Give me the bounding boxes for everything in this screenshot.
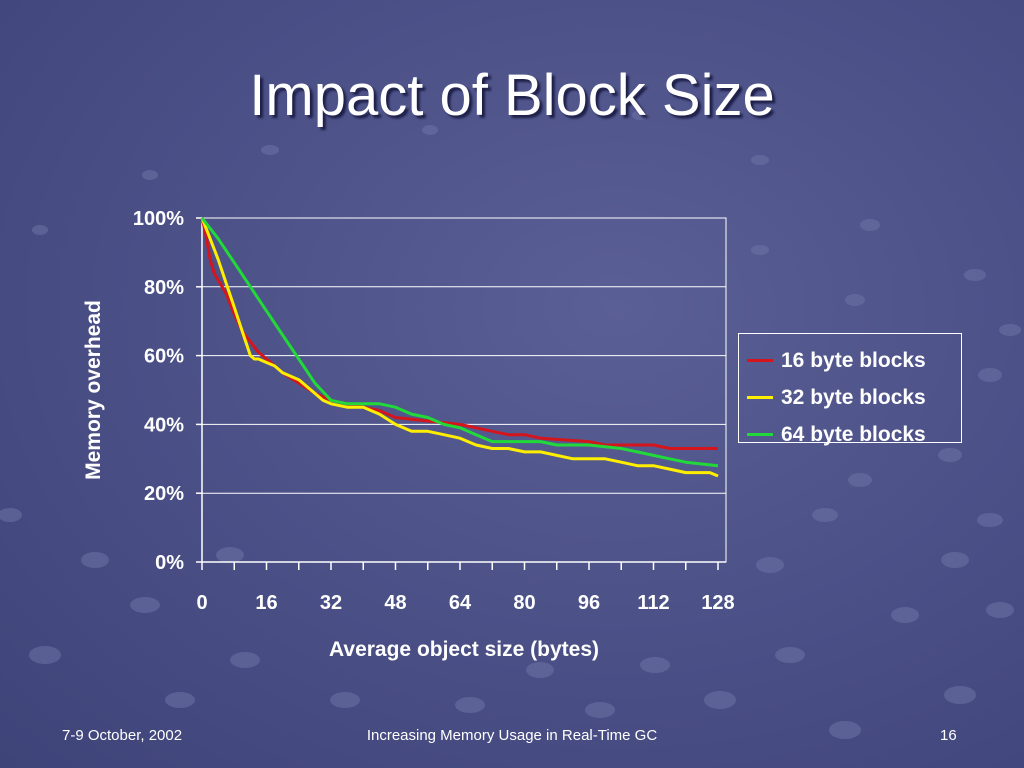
slide-title: Impact of Block Size bbox=[249, 63, 775, 128]
y-tick-label: 60% bbox=[144, 346, 184, 368]
legend-swatch-16-byte bbox=[747, 359, 773, 362]
footer-date: 7-9 October, 2002 bbox=[62, 727, 183, 744]
series-line-3 bbox=[200, 217, 719, 468]
slide-number: 16 bbox=[940, 727, 957, 744]
x-tick-label: 48 bbox=[384, 592, 406, 614]
line-chart: 0% 20% 40% 60% 80% 100% 0 16 32 48 64 80 96 112 128 Ave… bbox=[82, 208, 734, 661]
x-tick-label: 64 bbox=[449, 592, 472, 614]
y-tick-label: 80% bbox=[144, 277, 184, 299]
legend-label-16-byte: 16 byte blocks bbox=[781, 348, 926, 372]
legend-item-32-byte: 32 byte blocks bbox=[739, 379, 961, 416]
plot-area bbox=[201, 217, 727, 563]
x-tick-label: 32 bbox=[320, 592, 342, 614]
series-line-1 bbox=[200, 217, 718, 450]
legend-swatch-32-byte bbox=[747, 396, 773, 399]
x-tick-label: 96 bbox=[578, 592, 600, 614]
x-tick-label: 16 bbox=[255, 592, 277, 614]
chart-legend: 16 byte blocks 32 byte blocks 64 byte bl… bbox=[738, 333, 962, 446]
x-tick-label: 0 bbox=[196, 592, 207, 614]
x-tick-label: 112 bbox=[637, 592, 669, 614]
y-tick-label: 20% bbox=[144, 483, 184, 505]
x-tick-label: 80 bbox=[513, 592, 535, 614]
series-line-2 bbox=[200, 217, 719, 478]
x-axis-title: Average object size (bytes) bbox=[329, 638, 599, 661]
legend-label-64-byte: 64 byte blocks bbox=[781, 422, 926, 446]
y-axis-title: Memory overhead bbox=[82, 300, 105, 480]
y-tick-label: 100% bbox=[133, 208, 184, 230]
y-tick-label: 40% bbox=[144, 414, 184, 436]
footer-title: Increasing Memory Usage in Real-Time GC bbox=[366, 727, 658, 744]
legend-item-16-byte: 16 byte blocks bbox=[739, 342, 961, 379]
legend-item-64-byte: 64 byte blocks bbox=[739, 416, 961, 453]
x-tick-label: 128 bbox=[701, 592, 734, 614]
y-tick-label: 0% bbox=[155, 552, 184, 574]
legend-swatch-64-byte bbox=[747, 433, 773, 436]
legend-label-32-byte: 32 byte blocks bbox=[781, 385, 926, 409]
